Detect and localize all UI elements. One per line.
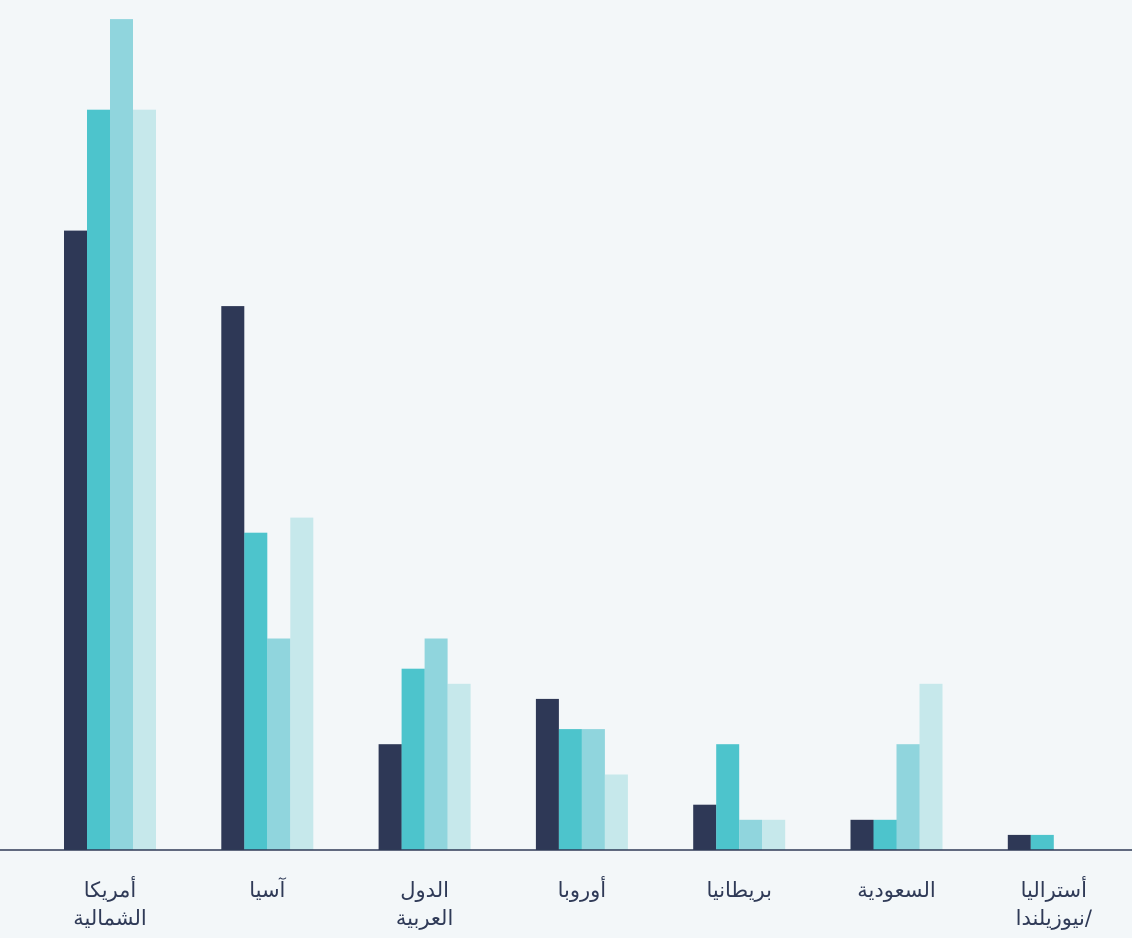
- bar: [447, 683, 471, 850]
- x-tick-labels: أمريكا الشمالية آسيا الدول العربية أوروبا بريط…: [73, 876, 1093, 930]
- bar: [535, 698, 559, 850]
- x-tick-label: الدول العربية: [396, 878, 453, 930]
- bar: [1007, 834, 1031, 850]
- bar: [244, 532, 268, 850]
- bar: [133, 109, 156, 850]
- bar: [267, 638, 291, 850]
- bar: [896, 744, 920, 850]
- bar: [87, 109, 110, 850]
- bar: [693, 804, 717, 850]
- bar: [762, 819, 786, 850]
- bar: [401, 668, 425, 850]
- bar: [850, 819, 874, 850]
- x-tick-label: بريطانيا: [706, 878, 771, 902]
- x-tick-label-line: أستراليا: [1021, 876, 1087, 902]
- x-tick-label-line: بريطانيا: [706, 878, 771, 902]
- x-tick-label: آسيا: [249, 877, 286, 902]
- x-tick-label-line: الدول: [400, 878, 449, 902]
- x-tick-label: السعودية: [857, 878, 935, 902]
- x-tick-label-line: /نيوزيلندا: [1016, 906, 1093, 930]
- bar: [581, 729, 605, 850]
- x-tick-label: أمريكا الشمالية: [73, 876, 147, 930]
- bar: [221, 306, 245, 851]
- bar: [873, 819, 897, 850]
- bar: [716, 744, 740, 850]
- bar: [64, 230, 87, 851]
- bar: [424, 638, 448, 850]
- bars-group: [64, 19, 1054, 851]
- bar: [739, 819, 763, 850]
- bar: [919, 683, 943, 850]
- bar: [110, 19, 133, 851]
- bar: [378, 744, 402, 850]
- x-tick-label-line: أمريكا: [84, 876, 137, 902]
- x-tick-label: أستراليا/نيوزيلندا: [1016, 876, 1093, 930]
- x-tick-label: أوروبا: [558, 876, 607, 902]
- x-tick-label-line: أوروبا: [558, 876, 607, 902]
- x-tick-label-line: الشمالية: [73, 906, 147, 930]
- bar: [290, 517, 314, 850]
- bar: [558, 729, 582, 850]
- x-tick-label-line: آسيا: [249, 877, 286, 902]
- x-tick-label-line: العربية: [396, 906, 453, 930]
- bar: [1030, 834, 1054, 850]
- x-tick-label-line: السعودية: [857, 878, 935, 902]
- bar: [604, 774, 628, 850]
